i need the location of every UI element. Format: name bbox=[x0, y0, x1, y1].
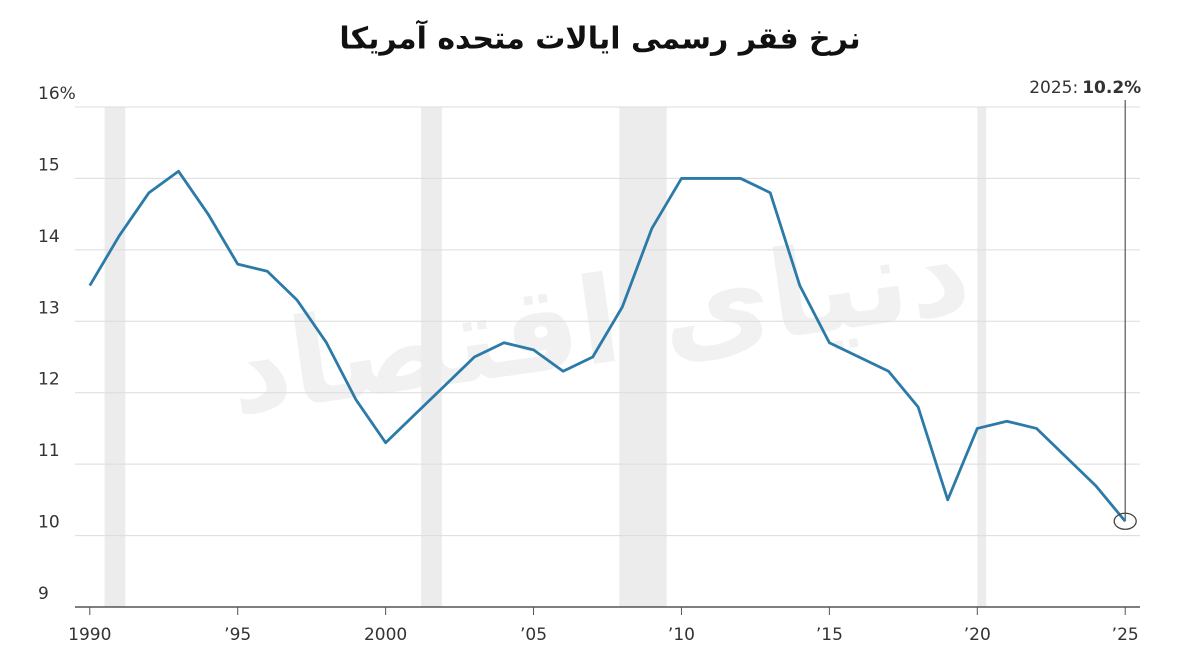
chart-title: نرخ فقر رسمی ایالات متحده آمریکا bbox=[339, 20, 860, 57]
y-tick-label: 10 bbox=[38, 513, 60, 533]
x-tick-label: 1990 bbox=[68, 625, 111, 645]
x-tick-label: 2000 bbox=[364, 625, 407, 645]
end-marker bbox=[1113, 512, 1137, 530]
x-tick-label: ’10 bbox=[668, 625, 695, 645]
annotation-label: 2025: 10.2% bbox=[1029, 78, 1141, 98]
y-tick-label: 14 bbox=[38, 227, 60, 247]
y-tick-label: 15 bbox=[38, 155, 60, 175]
y-tick-label: 11 bbox=[38, 441, 60, 461]
annotation-value: 10.2% bbox=[1082, 78, 1141, 98]
shaded-range bbox=[104, 107, 126, 607]
shaded-range bbox=[977, 107, 987, 607]
x-tick-label: ’15 bbox=[816, 625, 843, 645]
x-tick-label: ’95 bbox=[224, 625, 251, 645]
line-series bbox=[88, 169, 1127, 523]
shaded-range bbox=[619, 107, 667, 607]
y-tick-label: 12 bbox=[38, 370, 60, 390]
watermark: دنیای اقتصاد bbox=[220, 202, 978, 443]
x-tick-label: ’05 bbox=[520, 625, 547, 645]
y-tick-label: 13 bbox=[38, 298, 60, 318]
shaded-range bbox=[421, 107, 442, 607]
y-tick-label: 9 bbox=[38, 584, 49, 604]
x-tick-label: ’25 bbox=[1112, 625, 1139, 645]
x-tick-label: ’20 bbox=[964, 625, 991, 645]
annotation-year: 2025: bbox=[1029, 78, 1078, 98]
y-tick-label: 16% bbox=[38, 84, 76, 104]
